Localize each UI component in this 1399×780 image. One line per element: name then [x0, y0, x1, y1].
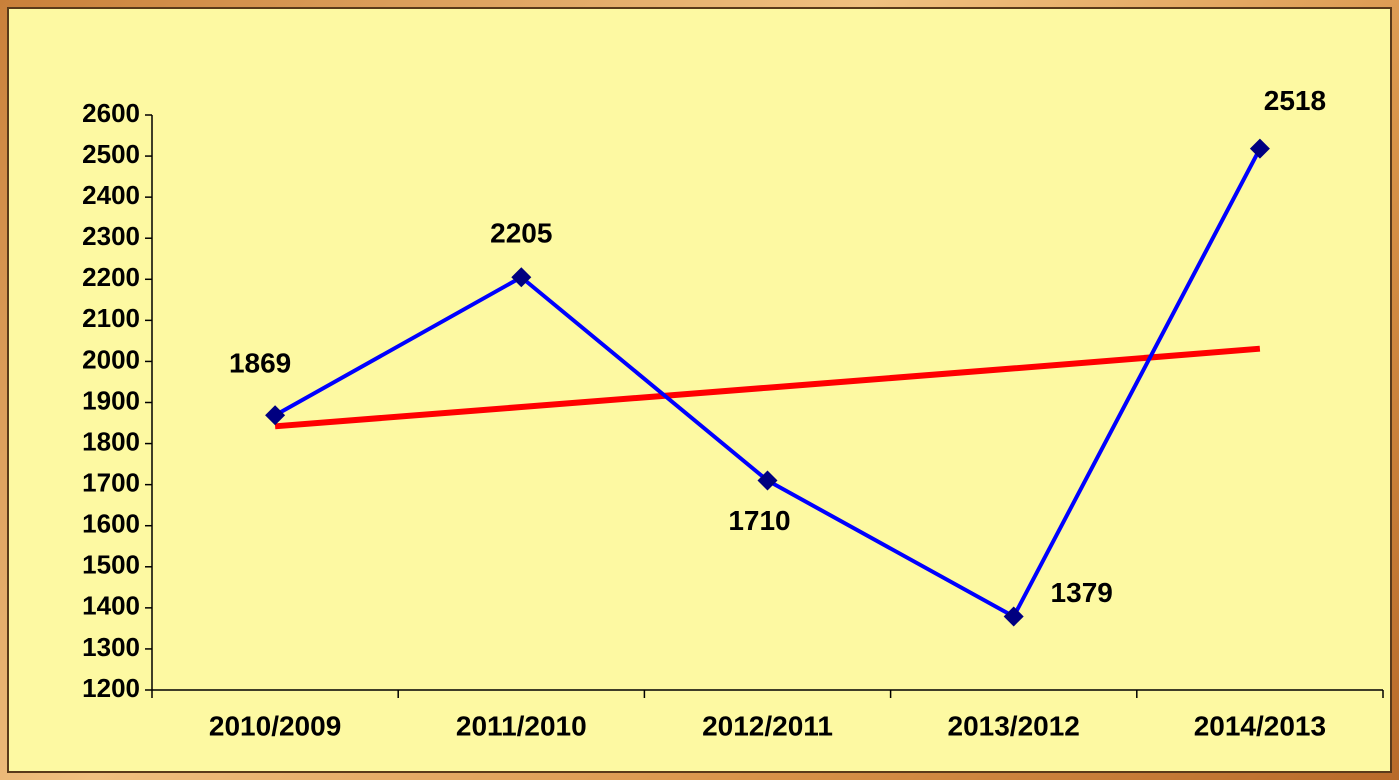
y-tick-label: 1900	[82, 385, 140, 415]
data-label: 1869	[229, 348, 291, 379]
y-tick-label: 2200	[82, 262, 140, 292]
y-tick-label: 2400	[82, 180, 140, 210]
marker	[1003, 606, 1024, 627]
y-tick-label: 2500	[82, 139, 140, 169]
data-label: 2518	[1264, 85, 1326, 116]
x-tick-label: 2014/2013	[1194, 710, 1326, 741]
marker	[757, 470, 778, 491]
y-tick-label: 1300	[82, 632, 140, 662]
data-label: 2205	[490, 218, 552, 249]
y-tick-label: 2300	[82, 221, 140, 251]
x-tick-label: 2010/2009	[209, 710, 341, 741]
y-tick-label: 1700	[82, 468, 140, 498]
y-tick-label: 1800	[82, 426, 140, 456]
data-label: 1710	[728, 505, 790, 536]
y-tick-label: 1600	[82, 509, 140, 539]
x-tick-label: 2013/2012	[948, 710, 1080, 741]
y-tick-label: 2100	[82, 303, 140, 333]
y-tick-label: 2600	[82, 98, 140, 128]
y-tick-label: 1500	[82, 550, 140, 580]
marker	[511, 267, 532, 288]
panel	[7, 7, 1392, 773]
x-tick-label: 2012/2011	[702, 710, 833, 741]
y-tick-label: 2000	[82, 344, 140, 374]
y-tick-label: 1400	[82, 591, 140, 621]
y-tick-label: 1200	[82, 673, 140, 703]
data-label: 1379	[1051, 577, 1113, 608]
marker	[265, 405, 286, 426]
x-tick-label: 2011/2010	[456, 710, 587, 741]
marker	[1249, 138, 1270, 159]
series-line	[274, 345, 1261, 430]
